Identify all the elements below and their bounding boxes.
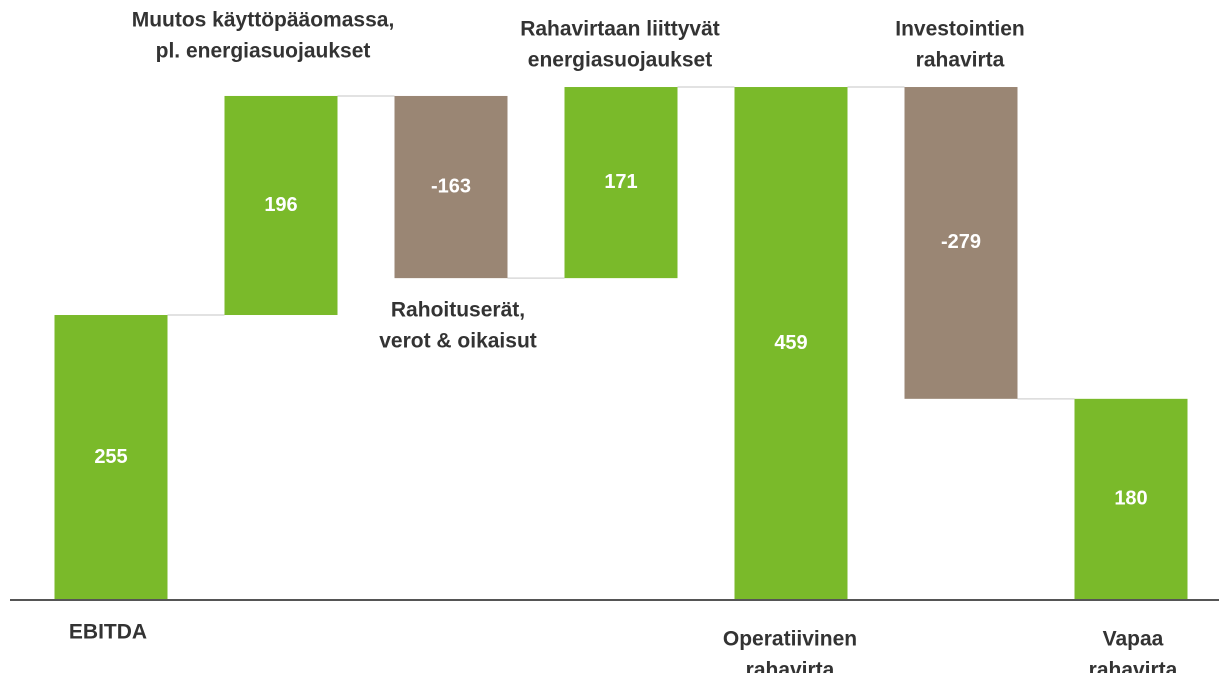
category-label: verot & oikaisut xyxy=(379,330,537,353)
bar xyxy=(224,95,338,316)
bar xyxy=(734,87,848,600)
category-label: rahavirta xyxy=(1089,659,1178,673)
value-label: 180 xyxy=(1114,488,1147,510)
value-label: -279 xyxy=(941,231,981,253)
category-label: rahavirta xyxy=(916,49,1005,72)
bar xyxy=(1074,398,1188,600)
bar xyxy=(564,87,678,279)
category-label: Operatiivinen xyxy=(723,628,857,651)
category-label: Vapaa xyxy=(1103,628,1164,651)
category-label: Investointien xyxy=(895,18,1025,41)
category-label: rahavirta xyxy=(746,659,835,673)
category-label: Rahoituserät, xyxy=(391,299,525,322)
value-label: 255 xyxy=(94,446,127,468)
bar xyxy=(394,95,508,279)
category-label: Rahavirtaan liittyvät xyxy=(520,18,720,41)
category-label: energiasuojaukset xyxy=(528,49,712,72)
category-label: Muutos käyttöpääomassa, xyxy=(132,9,395,32)
value-label: 171 xyxy=(604,171,637,193)
category-label: EBITDA xyxy=(69,621,147,644)
category-label: pl. energiasuojaukset xyxy=(156,40,371,63)
bar xyxy=(54,315,168,600)
value-label: 196 xyxy=(264,194,297,216)
bar xyxy=(904,87,1018,399)
value-label: 459 xyxy=(774,332,807,354)
value-label: -163 xyxy=(431,175,471,197)
